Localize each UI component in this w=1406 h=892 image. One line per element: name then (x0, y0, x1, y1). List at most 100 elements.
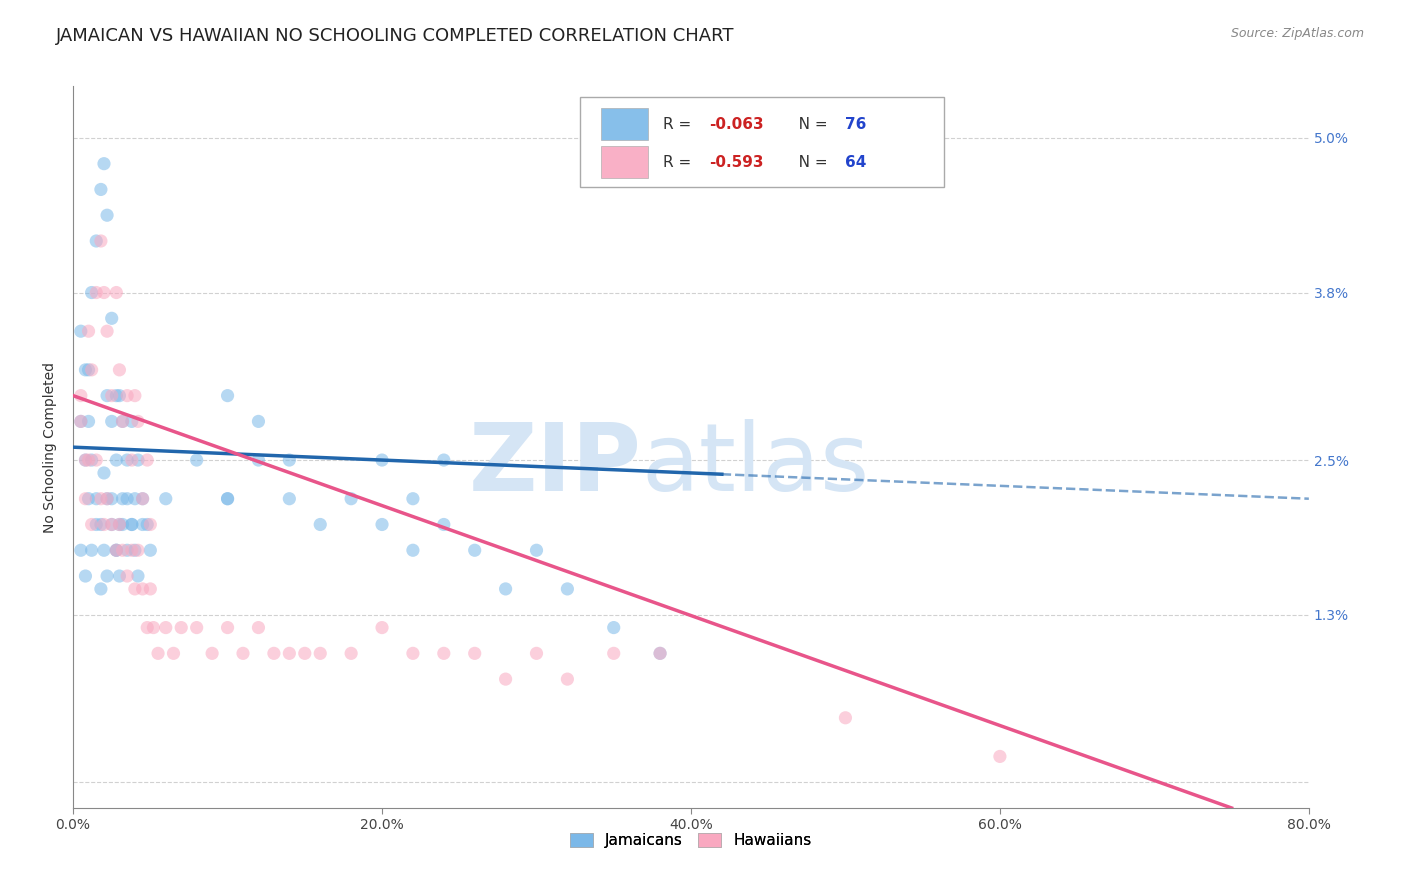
Point (340, 491, 363, 506)
Legend: Jamaicans, Hawaiians: Jamaicans, Hawaiians (564, 827, 818, 855)
Point (108, 517, 131, 532)
Point (127, 543, 149, 558)
Point (648, 646, 671, 660)
Point (371, 517, 394, 532)
Point (77, 414, 100, 428)
Point (127, 414, 149, 428)
Point (75, 363, 97, 377)
Point (105, 389, 128, 403)
FancyBboxPatch shape (579, 97, 945, 187)
Y-axis label: No Schooling Completed: No Schooling Completed (44, 361, 58, 533)
Point (111, 414, 134, 428)
Point (77, 324, 100, 338)
Point (526, 543, 548, 558)
Text: N =: N = (783, 117, 832, 131)
Point (80, 543, 103, 558)
Point (371, 453, 394, 467)
Point (108, 363, 131, 377)
Point (69, 324, 91, 338)
Point (69, 414, 91, 428)
Point (96, 569, 118, 583)
Text: R =: R = (662, 154, 696, 169)
Point (170, 621, 193, 635)
Point (464, 543, 486, 558)
Point (402, 646, 425, 660)
Point (136, 453, 159, 467)
Point (278, 491, 301, 506)
Text: ZIP: ZIP (468, 419, 641, 511)
Point (105, 453, 128, 467)
Point (77, 453, 100, 467)
Point (340, 646, 363, 660)
Text: -0.593: -0.593 (710, 154, 763, 169)
Text: atlas: atlas (641, 419, 870, 511)
Point (124, 389, 146, 403)
Point (495, 672, 517, 686)
Point (309, 646, 332, 660)
Point (155, 491, 177, 506)
Point (495, 582, 517, 596)
Point (124, 491, 146, 506)
Bar (600, 146, 648, 178)
Point (93, 517, 115, 532)
Point (121, 543, 143, 558)
Point (603, 646, 626, 660)
Point (96, 208, 118, 222)
Text: R =: R = (662, 117, 696, 131)
Point (96, 324, 118, 338)
Point (603, 621, 626, 635)
Point (90, 234, 112, 248)
Point (115, 569, 138, 583)
Point (526, 646, 548, 660)
Point (80, 285, 103, 300)
Point (371, 621, 394, 635)
Point (105, 543, 128, 558)
Point (433, 453, 456, 467)
Point (115, 389, 138, 403)
Point (69, 389, 91, 403)
Point (988, 749, 1011, 764)
Text: -0.063: -0.063 (710, 117, 763, 131)
Point (93, 285, 115, 300)
Point (115, 491, 138, 506)
Point (111, 543, 134, 558)
Point (131, 491, 153, 506)
Point (80, 517, 103, 532)
Point (84, 491, 107, 506)
Point (111, 517, 134, 532)
Point (96, 491, 118, 506)
Point (90, 582, 112, 596)
Point (108, 569, 131, 583)
Point (139, 543, 162, 558)
Point (69, 543, 91, 558)
Point (247, 621, 270, 635)
Point (96, 491, 118, 506)
Point (108, 389, 131, 403)
Point (127, 453, 149, 467)
Point (100, 311, 122, 326)
Point (69, 414, 91, 428)
Point (100, 517, 122, 532)
Point (217, 491, 239, 506)
Point (464, 646, 486, 660)
Point (162, 646, 184, 660)
Point (105, 285, 128, 300)
Point (834, 711, 856, 725)
Point (100, 517, 122, 532)
Point (247, 453, 270, 467)
Point (127, 569, 149, 583)
Point (121, 453, 143, 467)
Point (201, 646, 224, 660)
Point (93, 156, 115, 170)
Point (309, 517, 332, 532)
Point (75, 491, 97, 506)
Point (80, 363, 103, 377)
Point (433, 517, 456, 532)
Point (139, 517, 162, 532)
Point (217, 491, 239, 506)
Point (100, 491, 122, 506)
Point (124, 543, 146, 558)
Point (75, 453, 97, 467)
Point (186, 453, 208, 467)
Point (121, 517, 143, 532)
